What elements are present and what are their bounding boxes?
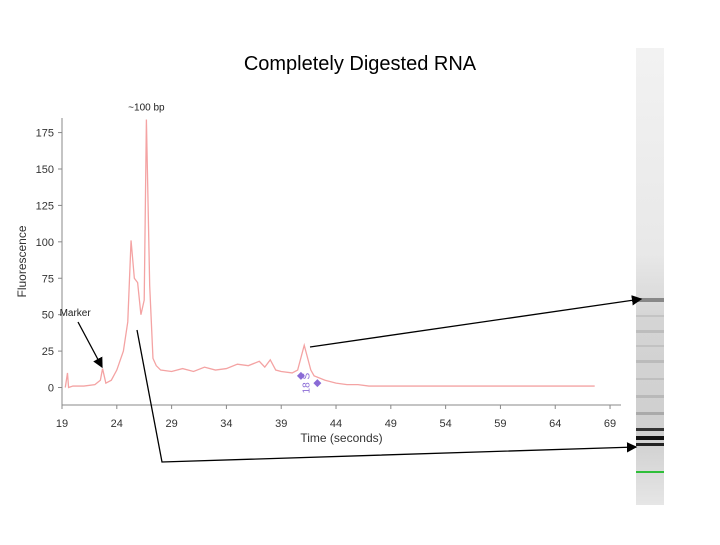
y-axis-label: Fluorescence	[15, 225, 29, 297]
y-tick-label: 125	[36, 200, 54, 212]
x-tick-label: 34	[220, 418, 232, 430]
x-tick-label: 39	[275, 418, 287, 430]
region-marker	[313, 379, 322, 388]
y-tick-label: 25	[42, 346, 54, 358]
x-tick-label: 64	[549, 418, 561, 430]
x-tick-label: 44	[330, 418, 342, 430]
annotation: 18 S	[302, 373, 313, 394]
annotation: ~100 bp	[128, 103, 165, 114]
x-tick-label: 24	[111, 418, 123, 430]
annotation: Marker	[60, 308, 92, 319]
gel-lane	[636, 48, 664, 505]
y-tick-label: 0	[48, 383, 54, 395]
y-tick-label: 100	[36, 237, 54, 249]
region-marker	[296, 371, 305, 380]
x-tick-label: 19	[56, 418, 68, 430]
y-tick-label: 50	[42, 310, 54, 322]
arrows	[77, 295, 643, 463]
x-tick-label: 69	[604, 418, 616, 430]
x-tick-label: 29	[165, 418, 177, 430]
x-axis-label: Time (seconds)	[300, 431, 382, 445]
x-tick-label: 59	[494, 418, 506, 430]
x-tick-label: 54	[440, 418, 452, 430]
x-tick-label: 49	[385, 418, 397, 430]
chart-title: Completely Digested RNA	[244, 53, 477, 75]
trace-line	[64, 119, 595, 389]
y-tick-label: 175	[36, 128, 54, 140]
y-tick-label: 75	[42, 273, 54, 285]
y-tick-label: 150	[36, 164, 54, 176]
